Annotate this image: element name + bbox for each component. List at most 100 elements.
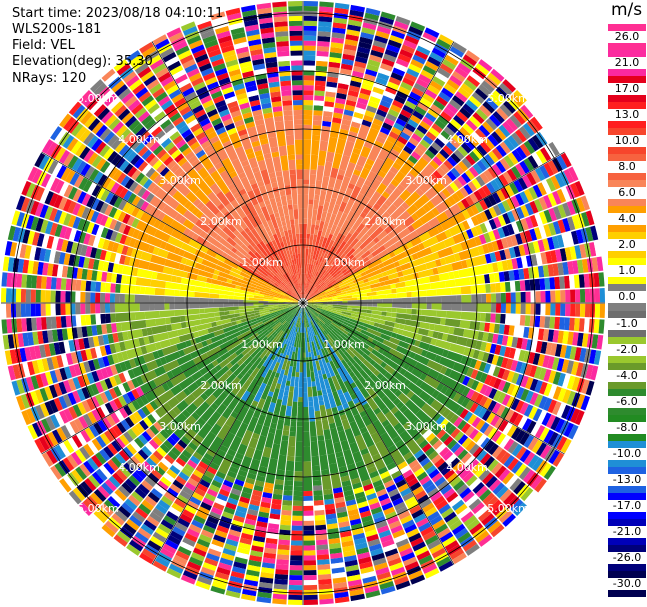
ppi-gate bbox=[303, 446, 311, 462]
ppi-gate bbox=[580, 195, 590, 211]
ppi-gate bbox=[492, 390, 502, 402]
ppi-gate bbox=[466, 367, 474, 378]
ppi-gate bbox=[537, 265, 545, 278]
ppi-gate bbox=[307, 299, 318, 302]
ppi-gate bbox=[438, 91, 451, 103]
ppi-gate bbox=[575, 362, 584, 377]
ppi-gate bbox=[440, 385, 449, 395]
ppi-gate bbox=[350, 343, 365, 356]
ppi-gate bbox=[497, 227, 506, 239]
ppi-gate bbox=[538, 225, 547, 239]
ppi-gate bbox=[313, 110, 323, 116]
ppi-gate bbox=[411, 151, 422, 161]
ppi-gate bbox=[446, 424, 457, 436]
ppi-gate bbox=[497, 367, 506, 379]
ppi-gate bbox=[579, 244, 587, 259]
ppi-gate bbox=[493, 272, 500, 283]
ppi-gate bbox=[303, 1, 319, 7]
ppi-gate bbox=[184, 297, 200, 303]
ppi-gate bbox=[407, 118, 419, 129]
ppi-gate bbox=[449, 118, 462, 130]
ppi-gate bbox=[352, 208, 363, 220]
ppi-gate bbox=[336, 308, 348, 313]
ppi-gate bbox=[322, 307, 333, 311]
ppi-gate bbox=[407, 365, 415, 373]
ppi-gate bbox=[376, 230, 388, 241]
ppi-gate bbox=[303, 258, 306, 274]
ppi-gate bbox=[579, 303, 586, 318]
ppi-gate bbox=[171, 322, 182, 331]
ppi-gate bbox=[482, 472, 494, 485]
ppi-gate bbox=[559, 276, 565, 289]
ppi-gate bbox=[317, 299, 333, 303]
ppi-gate bbox=[519, 314, 526, 326]
ppi-gate bbox=[424, 149, 436, 160]
ppi-gate bbox=[526, 172, 537, 186]
ppi-gate bbox=[40, 303, 46, 317]
ppi-gate bbox=[395, 333, 407, 342]
ppi-gate bbox=[514, 280, 521, 292]
ppi-gate bbox=[307, 301, 318, 303]
ppi-gate bbox=[282, 105, 293, 111]
ppi-gate bbox=[511, 385, 521, 398]
ppi-gate bbox=[539, 427, 550, 441]
ppi-gate bbox=[292, 500, 303, 506]
ppi-gate bbox=[484, 253, 492, 264]
ppi-gate bbox=[545, 177, 556, 192]
ppi-gate bbox=[547, 192, 557, 207]
ppi-gate bbox=[399, 189, 412, 202]
ppi-gate bbox=[317, 395, 324, 401]
ppi-gate bbox=[432, 412, 442, 422]
ppi-gate bbox=[362, 359, 377, 373]
ppi-gate bbox=[289, 574, 303, 581]
ppi-gate bbox=[305, 283, 310, 294]
ppi-gate bbox=[510, 499, 524, 513]
ppi-gate bbox=[139, 303, 150, 312]
ppi-gate bbox=[400, 109, 412, 119]
ppi-gate bbox=[343, 245, 353, 256]
ppi-gate bbox=[533, 227, 542, 240]
ppi-gate bbox=[390, 283, 396, 289]
ppi-gate bbox=[334, 7, 349, 15]
ppi-gate bbox=[469, 71, 484, 84]
ppi-gate bbox=[365, 158, 375, 167]
ppi-gate bbox=[307, 294, 322, 301]
ppi-gate bbox=[382, 258, 394, 267]
ppi-gate bbox=[386, 312, 392, 317]
ppi-gate bbox=[391, 220, 400, 228]
ppi-gate bbox=[303, 30, 317, 36]
ppi-gate bbox=[481, 293, 487, 303]
ppi-gate bbox=[452, 392, 462, 403]
ppi-gate bbox=[281, 509, 292, 516]
ppi-gate bbox=[515, 429, 526, 443]
ppi-gate bbox=[504, 184, 515, 197]
ppi-gate bbox=[451, 192, 461, 203]
ppi-gate bbox=[495, 313, 501, 324]
ppi-gate bbox=[381, 58, 395, 68]
ppi-gate bbox=[498, 174, 509, 187]
ppi-gate bbox=[416, 143, 428, 153]
ppi-gate bbox=[374, 206, 386, 219]
ppi-gate bbox=[377, 327, 393, 337]
ppi-gate bbox=[306, 305, 320, 316]
ppi-gate bbox=[305, 248, 309, 264]
ppi-gate bbox=[306, 263, 312, 279]
ppi-gate bbox=[362, 306, 368, 310]
ppi-gate bbox=[519, 449, 531, 463]
ppi-gate bbox=[357, 296, 368, 301]
ppi-gate bbox=[316, 284, 321, 289]
ppi-gate bbox=[366, 105, 378, 114]
ppi-gate bbox=[348, 330, 359, 338]
ppi-gate bbox=[569, 246, 577, 260]
ppi-gate bbox=[311, 381, 316, 387]
ppi-gate bbox=[381, 311, 387, 316]
ppi-gate bbox=[444, 279, 456, 288]
ppi-gate bbox=[307, 296, 323, 302]
ppi-gate bbox=[460, 452, 472, 464]
ppi-gate bbox=[484, 440, 495, 453]
ppi-gate bbox=[436, 38, 451, 50]
ppi-gate bbox=[321, 469, 330, 476]
ppi-gate bbox=[317, 36, 331, 42]
ppi-gate bbox=[325, 239, 335, 255]
ppi-gate bbox=[41, 276, 47, 289]
